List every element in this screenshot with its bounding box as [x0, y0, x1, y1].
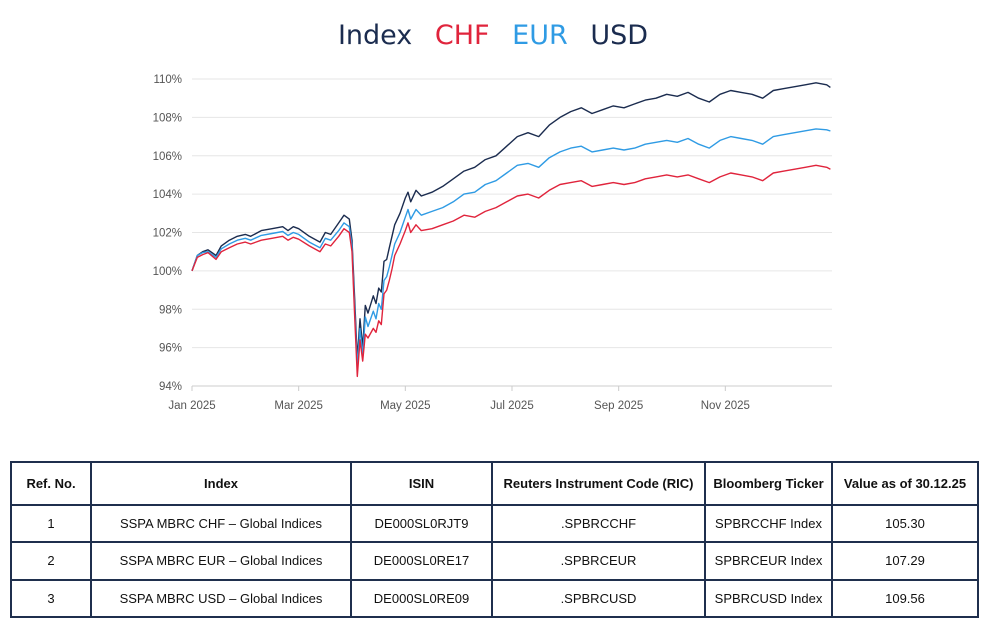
- y-tick-label: 102%: [153, 228, 182, 240]
- cell-ric: .SPBRCEUR: [491, 541, 706, 581]
- x-tick-label: Mar 2025: [274, 400, 323, 412]
- cell-value: 105.30: [831, 503, 979, 544]
- cell-index: SSPA MBRC CHF – Global Indices: [90, 503, 352, 544]
- x-tick-label: Jul 2025: [490, 400, 533, 412]
- cell-index: SSPA MBRC EUR – Global Indices: [90, 541, 352, 581]
- y-tick-label: 108%: [153, 112, 182, 124]
- y-tick-label: 110%: [153, 74, 182, 86]
- x-tick-label: Jan 2025: [168, 400, 215, 412]
- table-row: 3 SSPA MBRC USD – Global Indices DE000SL…: [10, 578, 979, 619]
- cell-isin: DE000SL0RE17: [350, 541, 493, 581]
- header-ref-no: Ref. No.: [10, 461, 92, 506]
- chart-legend: Index CHF EUR USD: [0, 20, 986, 51]
- legend-index: Index: [337, 20, 413, 51]
- cell-value: 107.29: [831, 541, 979, 581]
- y-tick-label: 100%: [153, 266, 182, 278]
- series-line-chf: [191, 164, 831, 378]
- header-ric: Reuters Instrument Code (RIC): [491, 461, 706, 506]
- y-tick-label: 106%: [153, 151, 182, 163]
- y-tick-label: 98%: [159, 304, 182, 316]
- x-tick-label: Sep 2025: [594, 400, 643, 412]
- y-tick-label: 94%: [159, 381, 182, 393]
- line-chart: 94% 96% 98% 100% 102% 104% 106% 108% 110% Jan 202…: [153, 74, 832, 412]
- cell-ref-no: 2: [10, 541, 92, 581]
- table-row: 1 SSPA MBRC CHF – Global Indices DE000SL…: [10, 503, 979, 544]
- table-row: 2 SSPA MBRC EUR – Global Indices DE000SL…: [10, 541, 979, 581]
- index-table: Ref. No. Index ISIN Reuters Instrument C…: [10, 461, 979, 619]
- legend-eur: EUR: [512, 20, 568, 51]
- cell-ric: .SPBRCCHF: [491, 503, 706, 544]
- cell-bloomberg: SPBRCUSD Index: [704, 578, 833, 619]
- cell-value: 109.56: [831, 578, 979, 619]
- series-line-usd: [191, 82, 831, 360]
- cell-bloomberg: SPBRCCHF Index: [704, 503, 833, 544]
- cell-isin: DE000SL0RJT9: [350, 503, 493, 544]
- legend-chf: CHF: [434, 20, 490, 51]
- cell-index: SSPA MBRC USD – Global Indices: [90, 578, 352, 619]
- y-tick-label: 104%: [153, 189, 182, 201]
- series-line-eur: [191, 128, 831, 368]
- cell-ric: .SPBRCUSD: [491, 578, 706, 619]
- x-tick-label: Nov 2025: [701, 400, 750, 412]
- header-index: Index: [90, 461, 352, 506]
- header-value: Value as of 30.12.25: [831, 461, 979, 506]
- header-isin: ISIN: [350, 461, 493, 506]
- table-header-row: Ref. No. Index ISIN Reuters Instrument C…: [10, 461, 979, 506]
- cell-bloomberg: SPBRCEUR Index: [704, 541, 833, 581]
- cell-ref-no: 1: [10, 503, 92, 544]
- header-bloomberg: Bloomberg Ticker: [704, 461, 833, 506]
- cell-isin: DE000SL0RE09: [350, 578, 493, 619]
- cell-ref-no: 3: [10, 578, 92, 619]
- legend-usd: USD: [590, 20, 649, 51]
- y-tick-label: 96%: [159, 343, 182, 355]
- x-tick-label: May 2025: [380, 400, 431, 412]
